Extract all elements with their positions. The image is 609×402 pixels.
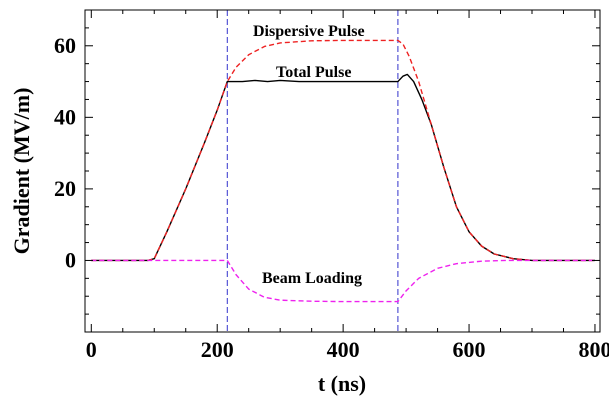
- x-tick-label: 400: [327, 337, 360, 362]
- series-line-beam-loading: [91, 259, 595, 303]
- y-tick-label: 60: [54, 33, 76, 58]
- x-tick-label: 0: [86, 337, 97, 362]
- x-tick-label: 600: [453, 337, 486, 362]
- series-line-dispersive-pulse: [91, 39, 595, 262]
- y-tick-label: 0: [65, 247, 76, 272]
- x-tick-label: 200: [201, 337, 234, 362]
- tick-labels: 0 200 400 600 800 0 20 40 60: [54, 33, 609, 362]
- annotation-dispersive-pulse: Dispersive Pulse: [253, 23, 365, 40]
- x-axis-label: t (ns): [318, 371, 366, 396]
- y-tick-label: 20: [54, 176, 76, 201]
- axis-ticks: [85, 9, 600, 333]
- y-axis-label: Gradient (MV/m): [9, 88, 34, 255]
- x-tick-label: 800: [578, 337, 609, 362]
- annotation-total-pulse: Total Pulse: [276, 64, 351, 81]
- y-tick-label: 40: [54, 104, 76, 129]
- series-line-total-pulse: [91, 73, 595, 262]
- plot-lines: [91, 10, 595, 332]
- annotation-beam-loading: Beam Loading: [262, 270, 362, 287]
